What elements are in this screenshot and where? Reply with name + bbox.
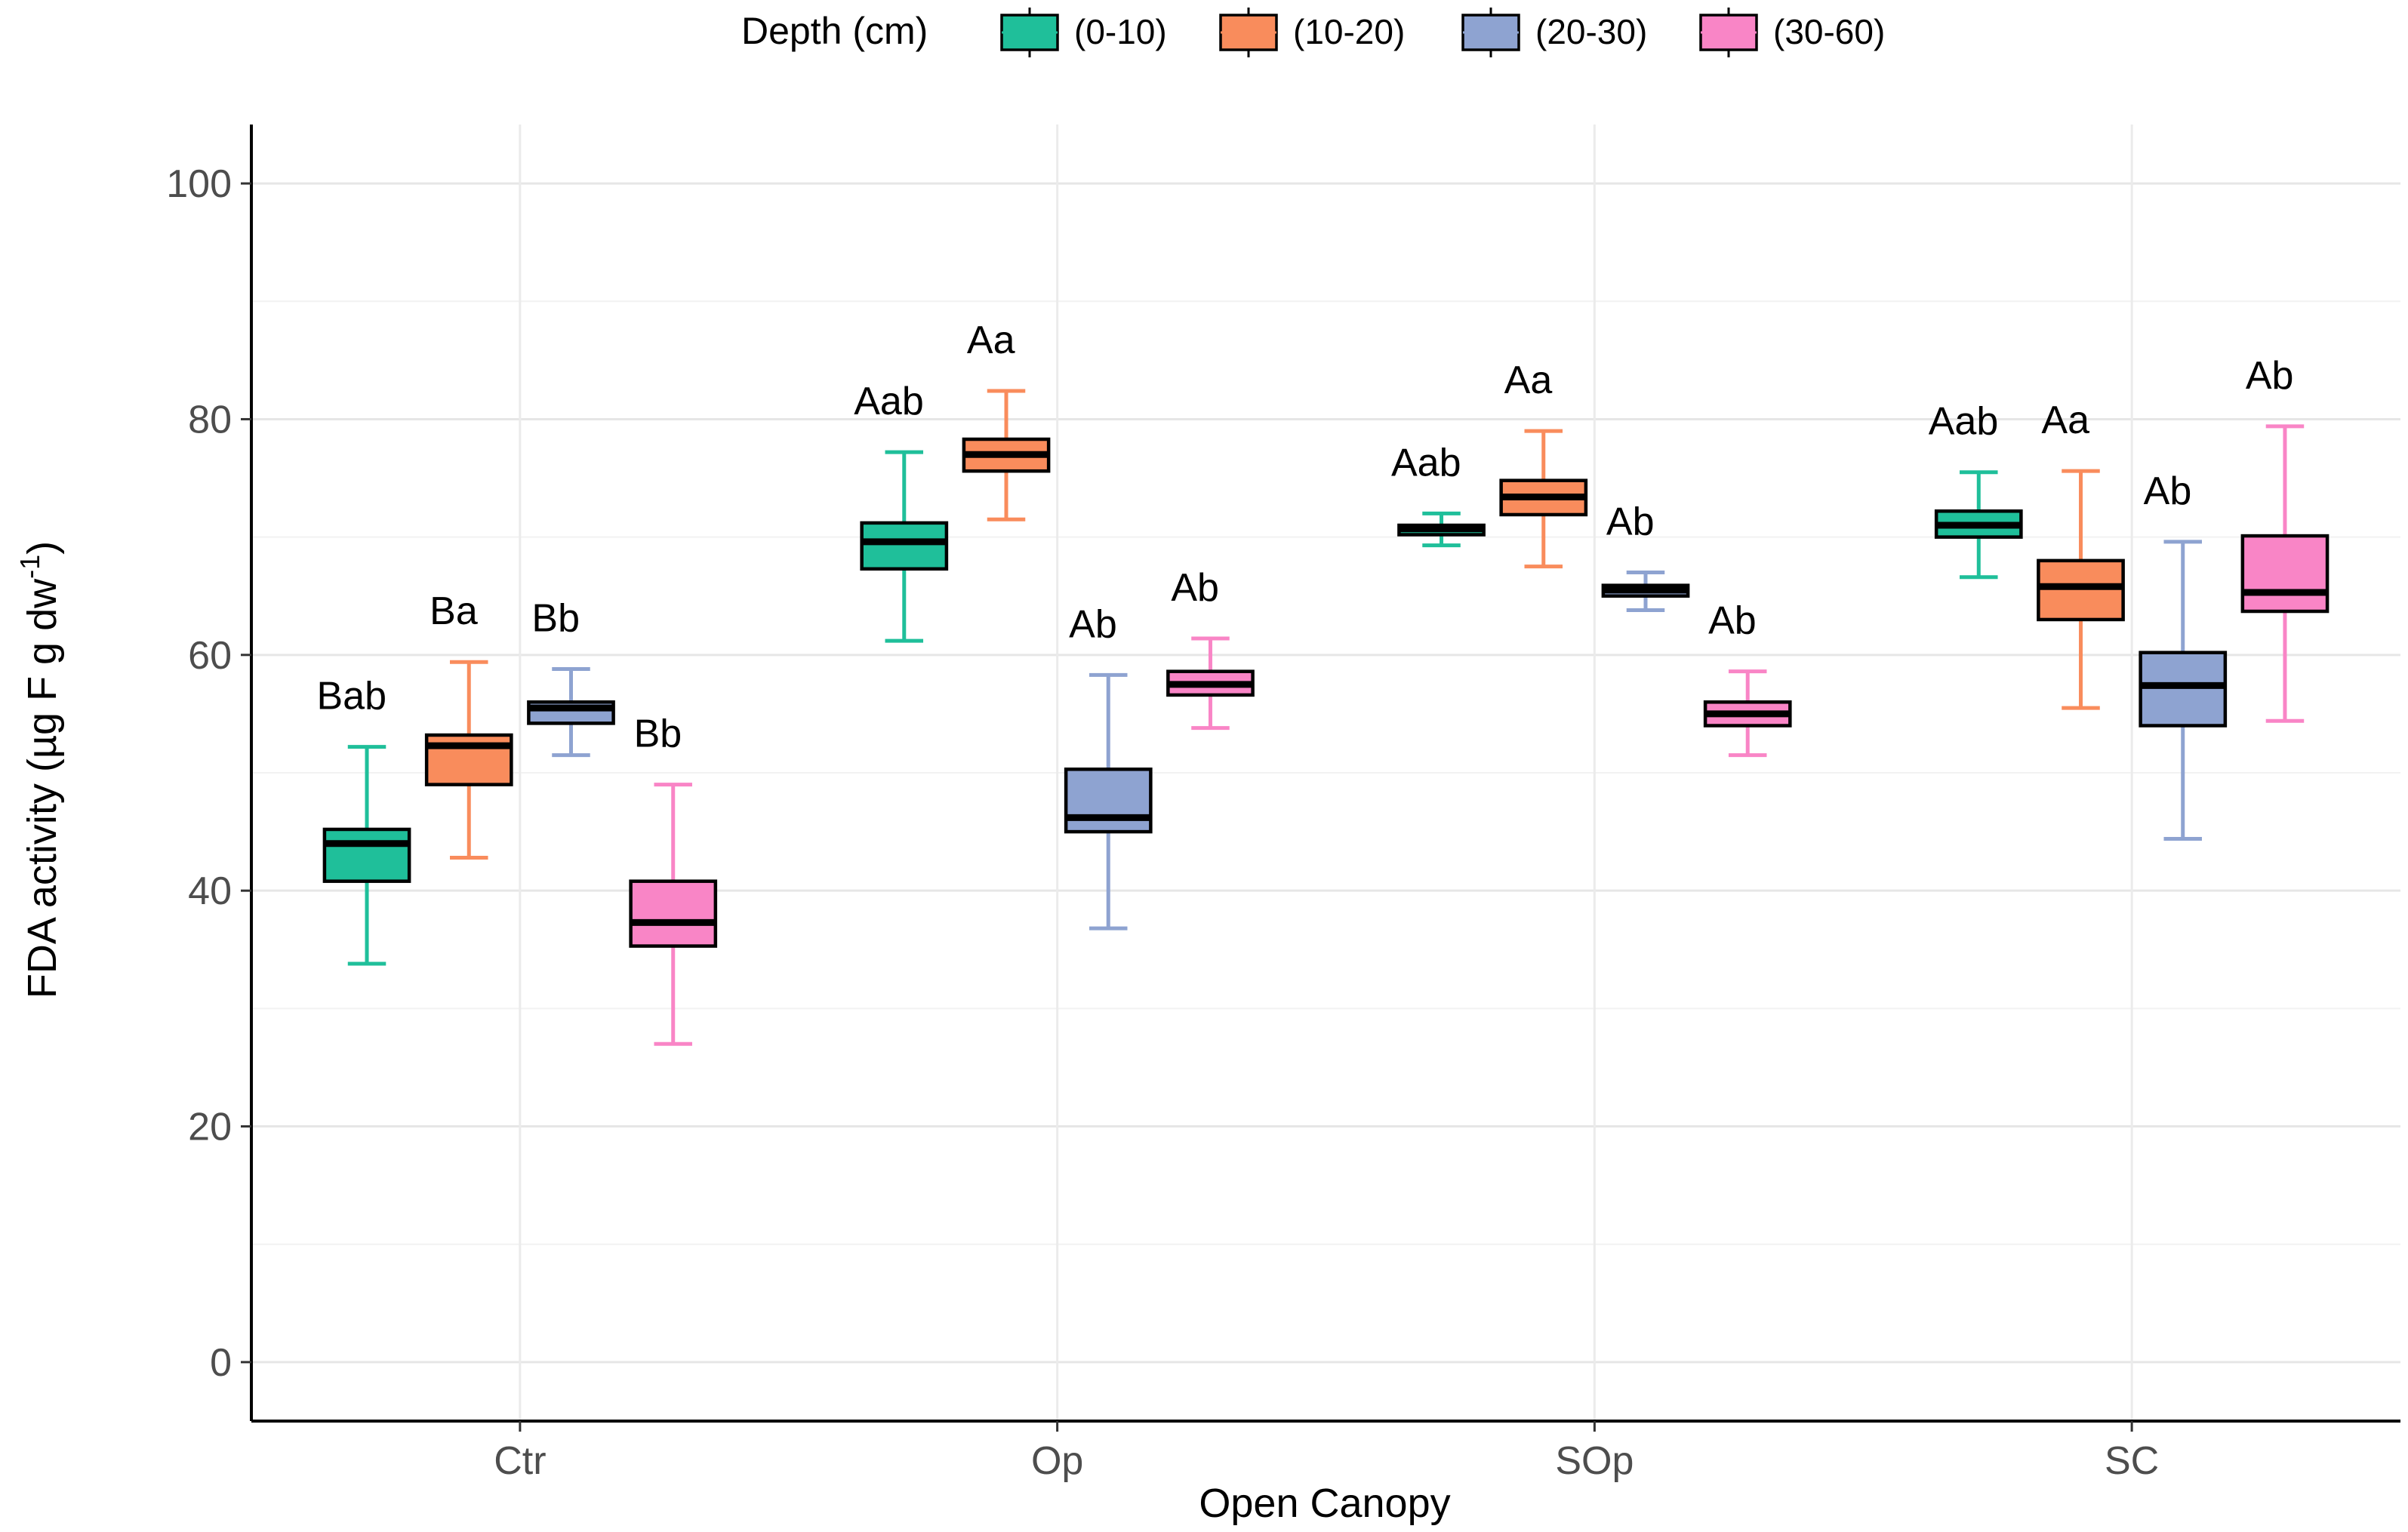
box-body	[322, 827, 411, 883]
x-tick-label: SOp	[1555, 1439, 1634, 1483]
significance-label: Bab	[316, 675, 386, 718]
significance-label: Ab	[1171, 566, 1219, 610]
box-ctr-1	[424, 660, 513, 860]
legend: Depth (cm) (0-10) (10-20) (20-30) (30-60)	[741, 8, 1885, 57]
box-sop-3	[1703, 669, 1792, 758]
significance-label: Bb	[634, 712, 682, 756]
box-op-0	[860, 450, 949, 643]
legend-label: (30-60)	[1773, 12, 1885, 51]
box-body	[2037, 558, 2125, 622]
y-tick-label: 40	[188, 869, 232, 913]
box-sop-2	[1601, 570, 1690, 612]
box-op-2	[1064, 672, 1153, 931]
y-tick-label: 0	[210, 1341, 232, 1385]
box-ctr-0	[322, 745, 411, 966]
y-tick-label: 60	[188, 634, 232, 678]
legend-item-2: (20-30)	[1461, 8, 1647, 57]
box-sc-1	[2037, 469, 2125, 710]
significance-label: Ab	[2144, 469, 2192, 513]
x-tick-label: Ctr	[494, 1439, 546, 1483]
box-ctr-2	[527, 667, 615, 758]
box-body	[2139, 651, 2228, 728]
box-body	[1064, 768, 1153, 834]
y-axis-title-main: FDA activity (µg F g dw	[20, 578, 65, 998]
legend-item-3: (30-60)	[1699, 8, 1885, 57]
grid-lines	[251, 125, 2400, 1421]
axes: 0 20 40 60 80 100 Ctr Op SOp SC	[166, 125, 2400, 1483]
significance-label: Aa	[2041, 398, 2089, 442]
significance-label: Aab	[1391, 441, 1461, 485]
y-axis-title-close: )	[20, 541, 65, 555]
box-sop-0	[1397, 511, 1486, 548]
legend-item-1: (10-20)	[1219, 8, 1405, 57]
box-sop-1	[1499, 429, 1588, 569]
significance-label: Aa	[1504, 358, 1553, 402]
significance-labels: Bab Aab Aab Aab Ba Aa Aa Aa Bb Ab Ab Ab Bb Ab Ab Ab	[316, 318, 2293, 756]
y-tick-label: 20	[188, 1106, 232, 1149]
significance-label: Ab	[1069, 602, 1117, 646]
significance-label: Aa	[967, 318, 1015, 362]
box-sc-3	[2240, 424, 2329, 723]
box-body	[860, 521, 949, 571]
y-tick-label: 100	[166, 162, 232, 206]
legend-item-0: (0-10)	[1000, 8, 1167, 57]
significance-label: Ba	[430, 589, 478, 633]
box-sc-0	[1934, 470, 2023, 580]
legend-title: Depth (cm)	[741, 10, 928, 52]
x-tick-label: Op	[1031, 1439, 1083, 1483]
x-tick-label: SC	[2105, 1439, 2159, 1483]
significance-label: Ab	[2246, 354, 2294, 398]
legend-label: (0-10)	[1074, 12, 1167, 51]
box-sc-2	[2139, 540, 2228, 841]
x-axis-title: Open Canopy	[1199, 1481, 1450, 1526]
significance-label: Aab	[854, 380, 924, 423]
box-op-1	[962, 389, 1051, 521]
box-body	[629, 879, 718, 948]
significance-label: Bb	[531, 597, 580, 641]
significance-label: Ab	[1708, 599, 1757, 643]
legend-label: (10-20)	[1293, 12, 1405, 51]
box-ctr-3	[629, 783, 718, 1046]
box-op-3	[1166, 636, 1255, 731]
significance-label: Aab	[1929, 400, 1999, 444]
box-series	[322, 389, 2329, 1046]
y-axis-title-superscript: -1	[14, 555, 45, 579]
legend-label: (20-30)	[1535, 12, 1647, 51]
y-tick-label: 80	[188, 398, 232, 441]
box-body	[2240, 534, 2329, 614]
significance-label: Ab	[1606, 500, 1655, 543]
y-axis-title: FDA activity (µg F g dw-1)	[14, 541, 65, 998]
